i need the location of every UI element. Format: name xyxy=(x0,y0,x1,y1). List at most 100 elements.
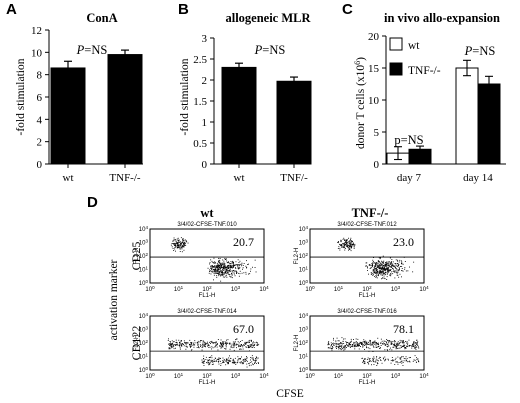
panel-letter-d: D xyxy=(87,194,98,211)
event-dot xyxy=(232,347,234,349)
chart-title: ConA xyxy=(86,11,117,25)
event-dot xyxy=(327,342,329,344)
event-dot xyxy=(230,267,232,269)
event-dot xyxy=(236,338,238,340)
event-dot xyxy=(233,265,235,267)
event-dot xyxy=(215,271,217,273)
event-dot xyxy=(386,339,388,340)
event-dot xyxy=(227,265,229,267)
event-dot xyxy=(336,343,338,344)
event-dot xyxy=(398,344,400,346)
event-dot xyxy=(185,240,187,242)
event-dot xyxy=(178,344,180,346)
event-dot xyxy=(215,341,217,343)
event-dot xyxy=(236,264,238,266)
event-dot xyxy=(204,345,205,347)
event-dot xyxy=(170,344,172,346)
event-dot xyxy=(388,270,390,271)
event-dot xyxy=(385,358,387,360)
event-dot xyxy=(172,243,174,244)
event-dot xyxy=(229,271,231,272)
event-dot xyxy=(372,345,374,347)
event-dot xyxy=(256,341,257,343)
event-dot xyxy=(229,274,231,275)
event-dot xyxy=(209,357,211,358)
event-dot xyxy=(228,262,230,264)
event-dot xyxy=(248,342,250,344)
decade-tick-label: 104 xyxy=(259,285,269,294)
event-dot xyxy=(241,265,242,267)
event-dot xyxy=(242,265,244,266)
event-dot xyxy=(378,266,380,268)
event-dot xyxy=(172,240,174,242)
event-dot xyxy=(180,340,182,342)
event-dot xyxy=(198,346,199,348)
event-dot xyxy=(239,260,241,262)
event-dot xyxy=(225,343,227,345)
event-dot xyxy=(216,276,218,278)
event-dot xyxy=(246,341,247,343)
event-dot xyxy=(346,342,348,343)
decade-tick-label: 100 xyxy=(299,279,309,288)
event-dot xyxy=(179,248,181,250)
event-dot xyxy=(406,346,408,348)
event-dot xyxy=(238,275,240,277)
event-dot xyxy=(238,267,240,269)
event-dot xyxy=(398,362,400,363)
event-dot xyxy=(327,344,329,346)
event-dot xyxy=(398,343,400,344)
event-dot xyxy=(363,363,365,365)
event-dot xyxy=(385,262,386,263)
event-dot xyxy=(389,269,391,271)
event-dot xyxy=(182,238,183,240)
event-dot xyxy=(200,344,202,346)
event-dot xyxy=(380,271,382,273)
event-dot xyxy=(345,247,346,249)
event-dot xyxy=(222,264,223,265)
event-dot xyxy=(340,348,342,350)
event-dot xyxy=(200,346,201,347)
event-dot xyxy=(379,357,381,358)
event-dot xyxy=(359,343,361,344)
decade-tick-label: 101 xyxy=(139,265,149,274)
event-dot xyxy=(240,345,242,347)
event-dot xyxy=(375,272,376,274)
event-dot xyxy=(349,247,350,249)
event-dot xyxy=(207,360,209,362)
event-dot xyxy=(217,265,219,267)
bar-tnf-day14 xyxy=(477,83,501,165)
event-dot xyxy=(250,268,252,270)
event-dot xyxy=(339,249,341,251)
event-dot xyxy=(413,341,415,343)
event-dot xyxy=(377,363,379,364)
event-dot xyxy=(405,348,407,349)
event-dot xyxy=(170,346,172,348)
event-dot xyxy=(386,345,388,347)
event-dot xyxy=(242,348,244,350)
event-dot xyxy=(213,272,215,274)
decade-tick-label: 101 xyxy=(299,352,309,361)
event-dot xyxy=(415,346,417,348)
event-dot xyxy=(219,346,221,347)
event-dot xyxy=(389,340,391,342)
event-dot xyxy=(382,261,383,263)
event-dot xyxy=(225,274,227,276)
event-dot xyxy=(382,267,384,269)
event-dot xyxy=(375,347,377,348)
event-dot xyxy=(376,270,378,272)
event-dot xyxy=(184,342,185,344)
event-dot xyxy=(226,359,227,361)
event-dot xyxy=(235,344,237,346)
event-dot xyxy=(220,274,222,276)
event-dot xyxy=(254,344,256,345)
event-dot xyxy=(382,343,384,345)
event-dot xyxy=(181,247,183,249)
event-dot xyxy=(395,267,396,268)
event-dot xyxy=(169,343,171,345)
event-dot xyxy=(404,348,406,350)
event-dot xyxy=(219,268,221,270)
event-dot xyxy=(219,270,221,272)
event-dot xyxy=(381,278,382,280)
event-dot xyxy=(175,343,177,345)
event-dot xyxy=(255,359,257,361)
